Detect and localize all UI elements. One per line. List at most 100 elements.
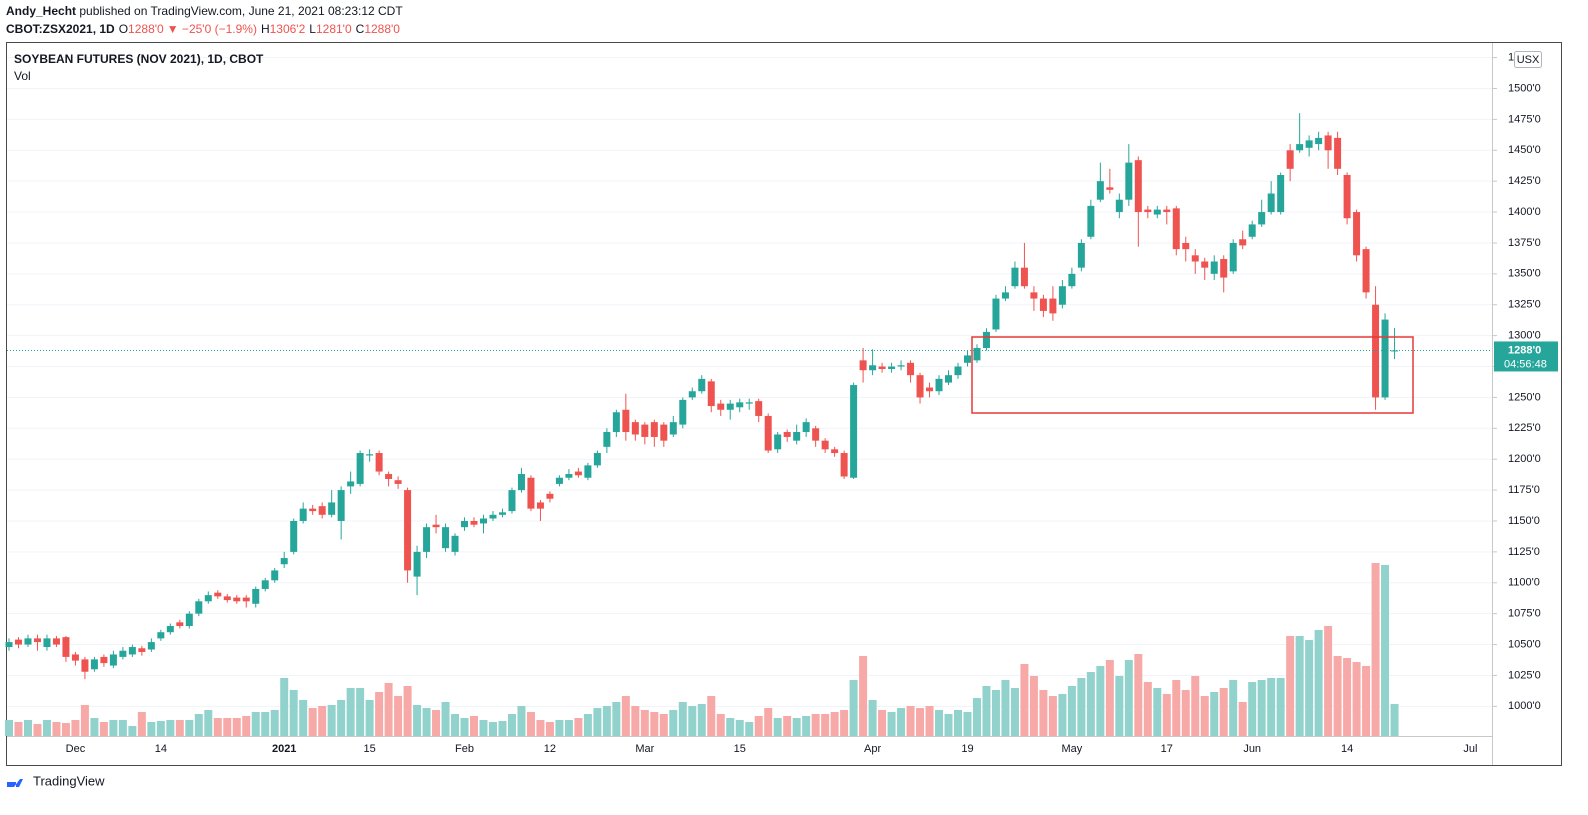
volume-bar <box>460 718 469 736</box>
volume-bar <box>71 720 80 736</box>
volume-bar <box>972 698 981 736</box>
y-tick-label: 1475'0 <box>1508 113 1541 125</box>
volume-bar <box>1010 688 1019 736</box>
volume-bar <box>897 708 906 736</box>
candle-body <box>328 502 336 515</box>
candle-body <box>774 434 782 450</box>
candle-body <box>1020 267 1028 287</box>
candle-body <box>71 654 79 661</box>
volume-bar <box>1096 666 1105 736</box>
candle-body <box>565 474 573 478</box>
candle-body <box>1144 209 1152 213</box>
x-tick-label: 14 <box>155 743 167 755</box>
candle-body <box>963 355 971 363</box>
volume-bar <box>1134 654 1143 736</box>
volume-bar <box>1229 680 1238 736</box>
volume-bar <box>384 683 393 736</box>
volume-bar <box>1067 686 1076 736</box>
candle-body <box>1334 137 1342 169</box>
candle-body <box>574 471 582 476</box>
axes: 1000'0 1025'0 1050'0 1075'0 1100'0 1125'0 1150… <box>7 51 1558 755</box>
last-price-label: 1288'0 <box>1508 344 1541 356</box>
candle-body <box>593 453 601 466</box>
author: Andy_Hecht <box>6 4 76 18</box>
y-tick-label: 1000'0 <box>1508 700 1541 712</box>
volume-bar <box>697 704 706 736</box>
volume-label: Vol <box>14 69 31 83</box>
volume-bar <box>612 702 621 736</box>
volume-bar <box>327 705 336 736</box>
ohlc-key: C <box>356 22 365 36</box>
candle-body <box>1372 304 1380 398</box>
volume-bar <box>564 720 573 736</box>
candle-body <box>1362 249 1370 293</box>
volume-bar <box>716 714 725 736</box>
volume-bar <box>1210 692 1219 736</box>
volume-bar <box>137 712 146 736</box>
candle-body <box>498 512 506 515</box>
last-price-box <box>1494 341 1558 372</box>
volume-bar <box>935 710 944 736</box>
tradingview-logo: TradingView <box>7 773 105 788</box>
volume-bar <box>394 696 403 736</box>
candle-body <box>831 449 839 454</box>
volume-bar <box>1181 690 1190 736</box>
y-tick-label: 1200'0 <box>1508 453 1541 465</box>
candle-body <box>897 365 905 367</box>
candle-body <box>745 402 753 404</box>
x-tick-label: Dec <box>66 743 86 755</box>
candle-body <box>489 514 497 519</box>
candle-body <box>802 422 810 433</box>
candle-body <box>1258 212 1266 225</box>
volume-bar <box>887 712 896 736</box>
volume-bar <box>1001 680 1010 736</box>
candle-body <box>878 366 886 369</box>
candle-body <box>90 659 98 670</box>
volume-bar <box>1077 678 1086 736</box>
volume-bar <box>1029 676 1038 736</box>
volume-bar <box>536 720 545 736</box>
ohlc-key: O <box>119 22 128 36</box>
publish-line: Andy_Hecht published on TradingView.com,… <box>6 4 403 18</box>
volume-bar <box>602 706 611 736</box>
candle-body <box>536 502 544 509</box>
x-tick-label: Feb <box>455 743 474 755</box>
candle-body <box>1353 212 1361 256</box>
candle-body <box>62 637 70 657</box>
volume-bar <box>1276 678 1285 736</box>
volume-bar <box>1381 565 1390 736</box>
volume-bar <box>1286 636 1295 736</box>
candle-body <box>337 490 345 521</box>
y-tick-label: 1425'0 <box>1508 175 1541 187</box>
volume-bar <box>821 714 830 736</box>
volume-bar <box>1248 682 1257 736</box>
candle-body <box>954 366 962 376</box>
symbol-line: CBOT:ZSX2021, 1D O1288'0 ▼ −25'0 (−1.9%) H1… <box>6 22 400 36</box>
volume-bar <box>916 708 925 736</box>
candle-body <box>318 506 326 515</box>
volume-bar <box>422 708 431 736</box>
volume-bar <box>318 706 327 736</box>
volume-bar <box>678 702 687 736</box>
candle-body <box>442 527 450 549</box>
candle-body <box>242 597 250 602</box>
grid <box>7 57 1492 707</box>
chart-frame <box>6 42 1562 766</box>
candle-body <box>1030 292 1038 299</box>
candle-body <box>688 391 696 398</box>
volume-bar <box>479 720 488 736</box>
candle-body <box>14 639 22 645</box>
volume-bar <box>251 712 260 736</box>
candle-body <box>5 642 13 648</box>
candle-body <box>973 347 981 361</box>
candle-body <box>1153 209 1161 215</box>
candle-body <box>1229 242 1237 272</box>
volume-bar <box>783 716 792 736</box>
volume-bar <box>859 656 868 736</box>
x-tick-label: 17 <box>1161 743 1173 755</box>
volume-bar <box>640 710 649 736</box>
x-tick-label: Jul <box>1463 743 1477 755</box>
y-tick-label: 1150'0 <box>1508 515 1540 527</box>
candle-body <box>404 490 412 571</box>
